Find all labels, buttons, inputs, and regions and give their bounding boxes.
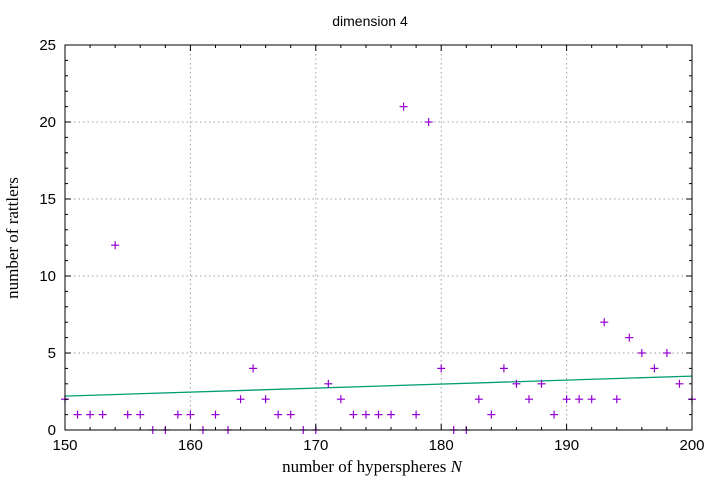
data-point bbox=[173, 410, 182, 419]
y-tick-label: 5 bbox=[48, 345, 56, 362]
data-point bbox=[211, 410, 220, 419]
data-point bbox=[575, 395, 584, 404]
data-point bbox=[387, 410, 396, 419]
x-tick-labels: 150 160 170 180 190 200 bbox=[52, 437, 704, 454]
data-point bbox=[587, 395, 596, 404]
data-point bbox=[537, 379, 546, 388]
grid bbox=[65, 45, 692, 430]
data-point bbox=[98, 410, 107, 419]
y-tick-label: 25 bbox=[39, 37, 56, 54]
data-point bbox=[274, 410, 283, 419]
x-axis-label-text: number of hyperspheres bbox=[282, 457, 446, 476]
data-point bbox=[361, 410, 370, 419]
y-axis-label: number of rattlers bbox=[3, 177, 22, 299]
data-point bbox=[412, 410, 421, 419]
data-point bbox=[662, 349, 671, 357]
data-point bbox=[236, 395, 245, 404]
data-point bbox=[474, 395, 483, 404]
data-point bbox=[249, 364, 258, 373]
x-axis-label-var: N bbox=[450, 457, 464, 476]
data-point bbox=[675, 379, 684, 388]
data-point bbox=[399, 102, 408, 111]
data-point bbox=[487, 410, 496, 419]
data-point bbox=[336, 395, 345, 404]
y-tick-label: 20 bbox=[39, 114, 56, 131]
data-point bbox=[650, 364, 659, 373]
x-tick-label: 200 bbox=[679, 437, 704, 454]
data-point bbox=[186, 410, 195, 419]
plot-frame bbox=[64, 44, 693, 431]
y-tick-label: 0 bbox=[48, 422, 56, 439]
x-tick-label: 170 bbox=[303, 437, 328, 454]
data-point bbox=[86, 410, 95, 419]
data-point bbox=[524, 395, 533, 404]
data-point bbox=[349, 410, 358, 419]
data-point bbox=[637, 349, 646, 357]
axis-ticks bbox=[64, 44, 693, 431]
data-point bbox=[374, 410, 383, 419]
data-point bbox=[562, 395, 571, 404]
data-point bbox=[512, 379, 521, 388]
x-tick-label: 180 bbox=[429, 437, 454, 454]
fit-line-group bbox=[64, 375, 693, 397]
y-tick-labels: 0 5 10 15 20 25 bbox=[39, 37, 56, 439]
data-point bbox=[625, 333, 634, 342]
data-point bbox=[499, 364, 508, 373]
data-point bbox=[123, 410, 132, 419]
data-point bbox=[286, 410, 295, 419]
x-tick-label: 150 bbox=[52, 437, 77, 454]
data-point bbox=[73, 410, 82, 419]
x-tick-label: 160 bbox=[178, 437, 203, 454]
data-point bbox=[324, 379, 333, 388]
data-point bbox=[550, 410, 559, 419]
data-point bbox=[111, 241, 120, 250]
data-point bbox=[424, 118, 433, 126]
data-points bbox=[61, 102, 696, 434]
x-tick-label: 190 bbox=[554, 437, 579, 454]
data-point bbox=[261, 395, 270, 404]
y-tick-label: 10 bbox=[39, 268, 56, 285]
data-point bbox=[136, 410, 145, 419]
y-tick-label: 15 bbox=[39, 191, 56, 208]
data-point bbox=[612, 395, 621, 404]
fit-line bbox=[64, 375, 693, 397]
chart-title: dimension 4 bbox=[332, 13, 408, 29]
x-axis-label: number of hyperspheres N bbox=[282, 457, 464, 476]
data-point bbox=[437, 364, 446, 373]
data-point bbox=[600, 318, 609, 327]
